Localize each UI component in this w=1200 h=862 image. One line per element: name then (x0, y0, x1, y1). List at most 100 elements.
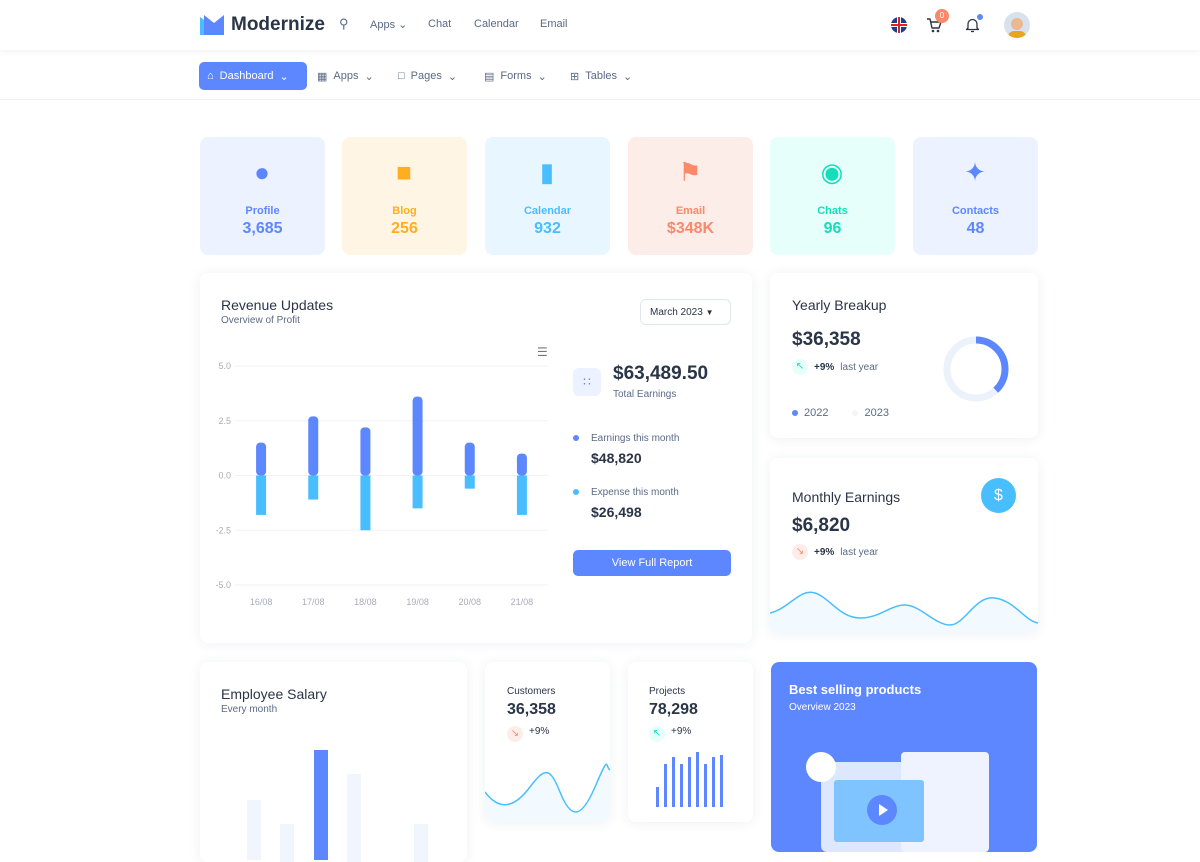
stat-card-chats[interactable]: ◉ Chats 96 (770, 137, 895, 255)
earnings-value: $48,820 (591, 450, 642, 466)
stat-card-profile[interactable]: ● Profile 3,685 (200, 137, 325, 255)
table-icon: ⊞ (570, 70, 580, 83)
nav-forms[interactable]: ▤ Forms ⌄ (484, 70, 547, 83)
period-select[interactable]: March 2023 ▼ (640, 299, 731, 325)
yearly-title: Yearly Breakup (792, 297, 887, 313)
salary-bar (280, 824, 294, 862)
stat-card-calendar[interactable]: ▮ Calendar 932 (485, 137, 610, 255)
stat-card-contacts[interactable]: ✦ Contacts 48 (913, 137, 1038, 255)
total-earnings: $63,489.50 (613, 363, 709, 384)
dollar-icon: $ (981, 478, 1016, 513)
monthly-change: +9% (814, 546, 835, 558)
projects-card: Projects 78,298 ↖ +9% (628, 662, 753, 822)
x-tick-label: 18/08 (354, 597, 377, 607)
customers-card: Customers 36,358 ↘ +9% (485, 662, 610, 822)
yearly-period: last year (840, 361, 879, 373)
chevron-down-icon: ⌄ (279, 70, 289, 83)
bar-expense (516, 475, 527, 515)
revenue-title: Revenue Updates (221, 297, 334, 313)
chevron-down-icon: ⌄ (364, 70, 374, 83)
salary-title: Employee Salary (221, 686, 327, 702)
stat-value: 256 (391, 220, 418, 237)
legend-dot-2022 (792, 410, 798, 416)
monthly-sparkline (770, 591, 1038, 633)
customers-title: Customers (507, 686, 556, 697)
bell-icon[interactable] (965, 17, 980, 33)
chart-menu-icon[interactable]: ☰ (537, 345, 548, 359)
arrow-down-right-icon: ↘ (507, 726, 523, 742)
bar-earnings (256, 442, 267, 476)
top-link-chat[interactable]: Chat (428, 18, 452, 30)
best-selling-title: Best selling products (789, 682, 922, 697)
stat-label: Contacts (951, 205, 1000, 217)
monthly-title: Monthly Earnings (792, 489, 901, 505)
arrow-down-right-icon: ↘ (792, 544, 808, 560)
notification-dot (977, 14, 983, 20)
best-selling-subtitle: Overview 2023 (789, 702, 856, 713)
top-link-email[interactable]: Email (540, 18, 568, 30)
nav-dashboard[interactable]: ⌂ Dashboard ⌄ (199, 62, 307, 90)
x-tick-label: 17/08 (302, 597, 325, 607)
stat-label: Chats (817, 205, 848, 217)
top-link-calendar[interactable]: Calendar (474, 18, 519, 30)
best-selling-card: Best selling products Overview 2023 (771, 662, 1037, 852)
arrow-up-left-icon: ↖ (649, 726, 665, 742)
stat-value: 932 (534, 220, 561, 237)
yearly-breakup-card: Yearly Breakup $36,358 ↖ +9% last year 202… (770, 273, 1038, 438)
bar-earnings (412, 396, 423, 476)
nav-pages[interactable]: □ Pages ⌄ (398, 70, 458, 83)
mailbox-icon: ▮ (539, 157, 555, 187)
legend-dot-2023 (852, 410, 859, 416)
chevron-down-icon: ⌄ (623, 70, 633, 83)
chevron-down-icon: ⌄ (398, 19, 408, 31)
chevron-down-icon: ⌄ (537, 70, 547, 83)
view-full-report-button[interactable]: View Full Report (573, 550, 731, 576)
y-tick-label: 5.0 (218, 361, 231, 371)
stat-card-blog[interactable]: ■ Blog 256 (342, 137, 467, 255)
salary-bar (247, 800, 261, 860)
expense-value: $26,498 (591, 504, 642, 520)
x-tick-label: 16/08 (250, 597, 273, 607)
projects-title: Projects (649, 686, 686, 697)
email-icon: ⚑ (678, 157, 702, 187)
salary-bar (414, 824, 428, 862)
projects-change: +9% (671, 726, 692, 737)
salary-bar (314, 750, 328, 860)
yearly-value: $36,358 (792, 329, 861, 350)
x-tick-label: 19/08 (406, 597, 429, 607)
expense-dot (573, 489, 579, 495)
top-link-apps[interactable]: Apps ⌄ (370, 19, 408, 31)
search-icon[interactable]: ⚲ (339, 16, 349, 31)
top-header: Modernize ⚲ Apps ⌄ Chat Calendar Email 0 (0, 0, 1200, 50)
projects-bars (656, 752, 723, 807)
revenue-card: Revenue Updates Overview of Profit March… (200, 273, 752, 643)
projects-value: 78,298 (649, 701, 698, 718)
nav-apps[interactable]: ▦ Apps ⌄ (317, 70, 374, 83)
customers-value: 36,358 (507, 701, 556, 718)
legend-2023: 2023 (864, 407, 889, 419)
play-icon (867, 795, 897, 825)
bar-expense (464, 475, 475, 489)
nav-tables[interactable]: ⊞ Tables ⌄ (570, 70, 633, 83)
uk-flag-icon[interactable] (891, 17, 907, 33)
stat-value: 48 (966, 220, 985, 237)
brand-name[interactable]: Modernize (231, 14, 325, 35)
customers-change: +9% (529, 726, 550, 737)
bar-earnings (308, 416, 319, 476)
bar-earnings (464, 442, 475, 476)
user-icon: ● (254, 157, 270, 187)
employee-salary-card: Employee Salary Every month (200, 662, 467, 862)
total-earnings-label: Total Earnings (613, 389, 677, 400)
bar-expense (412, 475, 423, 509)
x-tick-label: 20/08 (458, 597, 481, 607)
monthly-value: $6,820 (792, 515, 851, 536)
grid-icon: ∷ (573, 368, 601, 396)
home-icon: ⌂ (207, 70, 214, 82)
stat-label: Profile (245, 205, 280, 217)
bar-earnings (360, 427, 371, 476)
stat-label: Calendar (523, 205, 572, 217)
stat-card-email[interactable]: ⚑ Email $348K (628, 137, 753, 255)
logo-icon (200, 15, 224, 35)
avatar[interactable] (1004, 12, 1030, 38)
stat-label: Email (675, 205, 706, 217)
